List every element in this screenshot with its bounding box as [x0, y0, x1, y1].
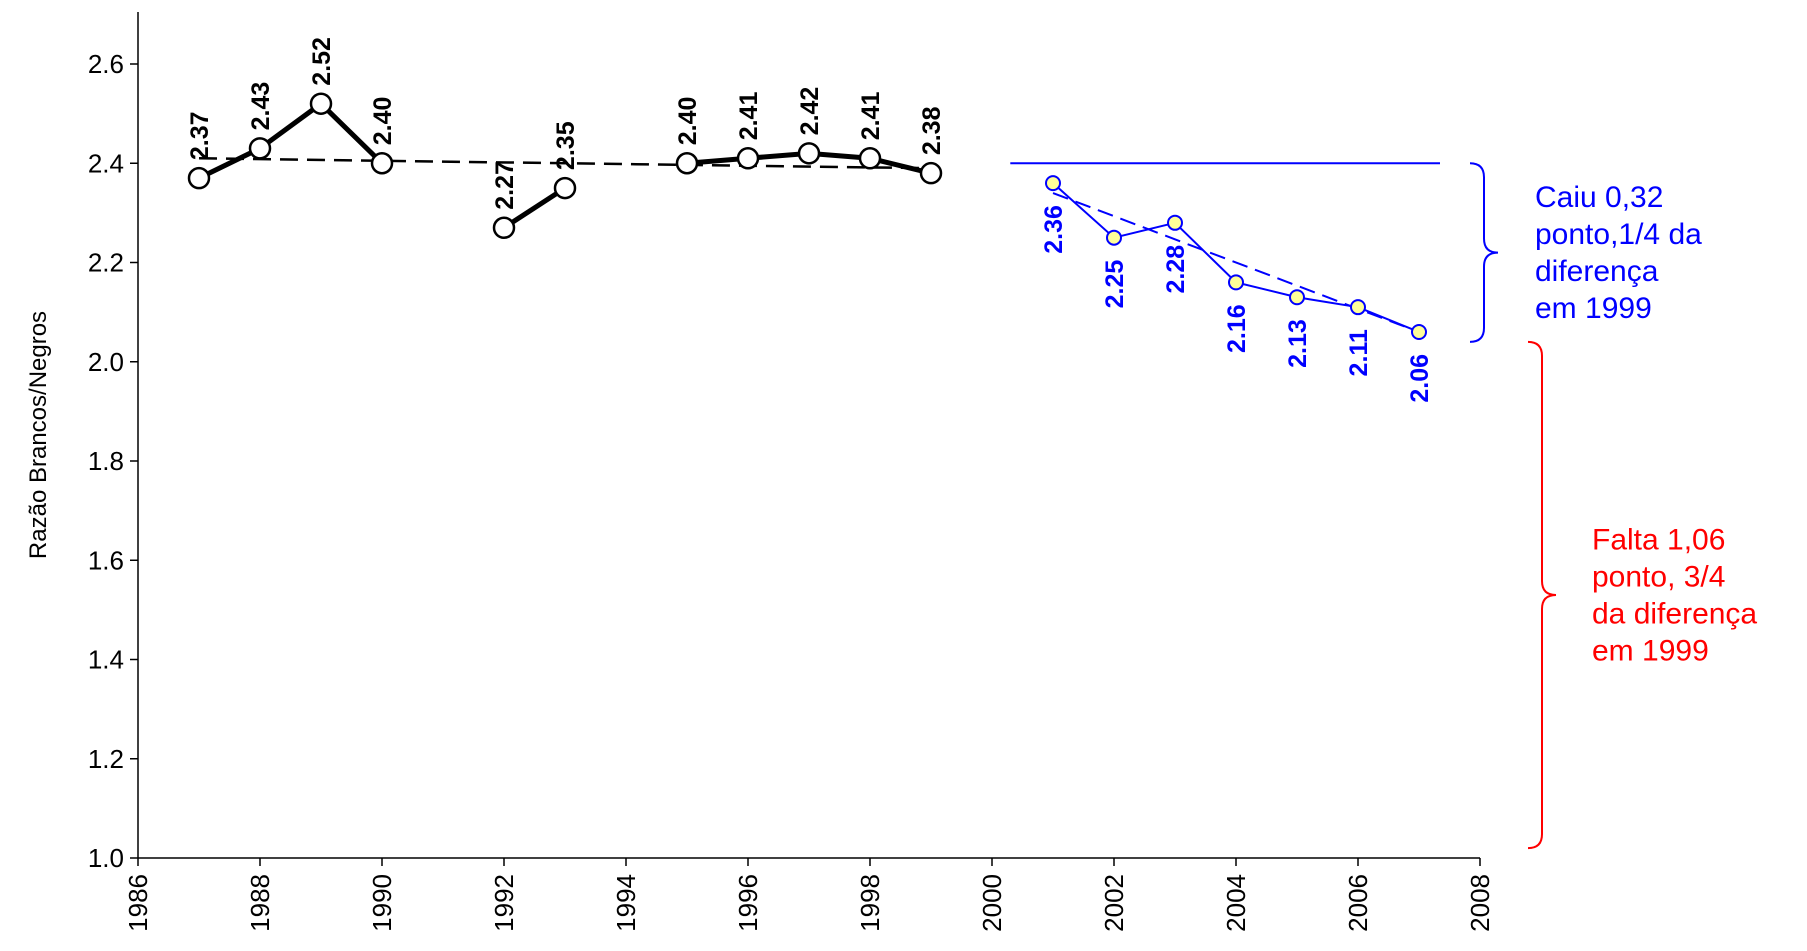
annotation-text: Caiu 0,32 [1535, 181, 1663, 214]
data-labels: 2.37 2.43 2.52 2.40 2.27 2.35 2.40 2.41 2.42 2.41… [186, 37, 1434, 403]
data-label: 2.16 [1223, 304, 1251, 353]
data-label: 2.41 [857, 92, 885, 141]
annotation-brace [1527, 340, 1557, 850]
y-tick-label: 1.2 [88, 744, 124, 774]
annotation-text: Falta 1,06 [1592, 523, 1725, 556]
y-tick-label: 2.0 [88, 347, 124, 377]
trend-line [198, 157, 932, 170]
data-label: 2.36 [1040, 205, 1068, 254]
data-point [1045, 175, 1061, 192]
data-point [1106, 229, 1122, 246]
y-tick-label: 1.4 [88, 645, 124, 675]
x-tick-label: 1988 [245, 874, 275, 932]
data-label: 2.35 [552, 121, 580, 170]
data-point [675, 152, 699, 175]
data-label: 2.28 [1162, 245, 1190, 294]
x-tick-label: 2002 [1099, 874, 1129, 932]
data-label: 2.11 [1345, 329, 1373, 376]
data-point [1289, 289, 1305, 306]
data-label: 2.42 [796, 87, 824, 136]
data-point [187, 166, 211, 190]
x-tick-label: 1994 [611, 874, 641, 932]
data-point [309, 92, 333, 115]
data-point [1228, 274, 1244, 291]
data-point [492, 216, 516, 240]
annotations: Caiu 0,32 ponto,1/4 da diferença em 1999 Fal… [1469, 162, 1757, 850]
data-point [797, 142, 821, 165]
data-point [858, 147, 882, 170]
y-tick-label: 1.0 [88, 843, 124, 873]
data-point [553, 176, 577, 200]
annotation-text: ponto,1/4 da [1535, 218, 1702, 251]
y-tick-label: 1.8 [88, 446, 124, 476]
data-label: 2.40 [369, 97, 397, 146]
axes: Razão Brancos/Negros [25, 12, 1480, 859]
x-tick-label: 1992 [489, 874, 519, 932]
annotation-text: ponto, 3/4 [1592, 560, 1725, 593]
data-label: 2.13 [1284, 319, 1312, 368]
data-label: 2.40 [674, 97, 702, 146]
x-tick-label: 1990 [367, 874, 397, 932]
x-tick-label: 2004 [1221, 874, 1251, 932]
y-axis-title: Razão Brancos/Negros [25, 311, 52, 559]
data-label: 2.38 [918, 106, 946, 155]
y-tick-label: 2.2 [88, 248, 124, 278]
data-point [736, 147, 760, 170]
annotation-text: da diferença [1592, 597, 1757, 630]
x-tick-label: 1998 [855, 874, 885, 932]
series-line [502, 185, 567, 230]
data-label: 2.37 [186, 111, 214, 160]
data-point [919, 161, 943, 185]
annotation-text: diferença [1535, 255, 1659, 288]
annotation-text: em 1999 [1592, 634, 1709, 667]
data-points [187, 92, 1427, 340]
x-tick-label: 2006 [1343, 874, 1373, 932]
data-label: 2.25 [1101, 260, 1129, 309]
data-point [248, 137, 272, 160]
data-point [1167, 214, 1183, 231]
y-tick-label: 2.4 [88, 148, 124, 178]
x-tick-label: 2008 [1465, 874, 1495, 932]
y-tick-label: 2.6 [88, 49, 124, 79]
data-point [370, 152, 394, 175]
data-label: 2.52 [308, 37, 336, 86]
series-line [197, 100, 384, 181]
data-label: 2.27 [491, 161, 519, 210]
data-label: 2.43 [247, 82, 275, 131]
x-tick-label: 1996 [733, 874, 763, 932]
annotation-text: em 1999 [1535, 292, 1652, 325]
axis-ticks: 1.0 1.2 1.4 1.6 1.8 2.0 2.2 2.4 2.6 1986 1988 1990 1… [88, 49, 1495, 932]
data-label: 2.06 [1406, 354, 1434, 403]
data-point [1350, 299, 1366, 316]
annotation-brace [1469, 162, 1499, 343]
data-label: 2.41 [735, 92, 763, 141]
x-tick-label: 1986 [123, 874, 153, 932]
data-point [1411, 323, 1427, 340]
x-tick-label: 2000 [977, 874, 1007, 932]
y-tick-label: 1.6 [88, 545, 124, 575]
